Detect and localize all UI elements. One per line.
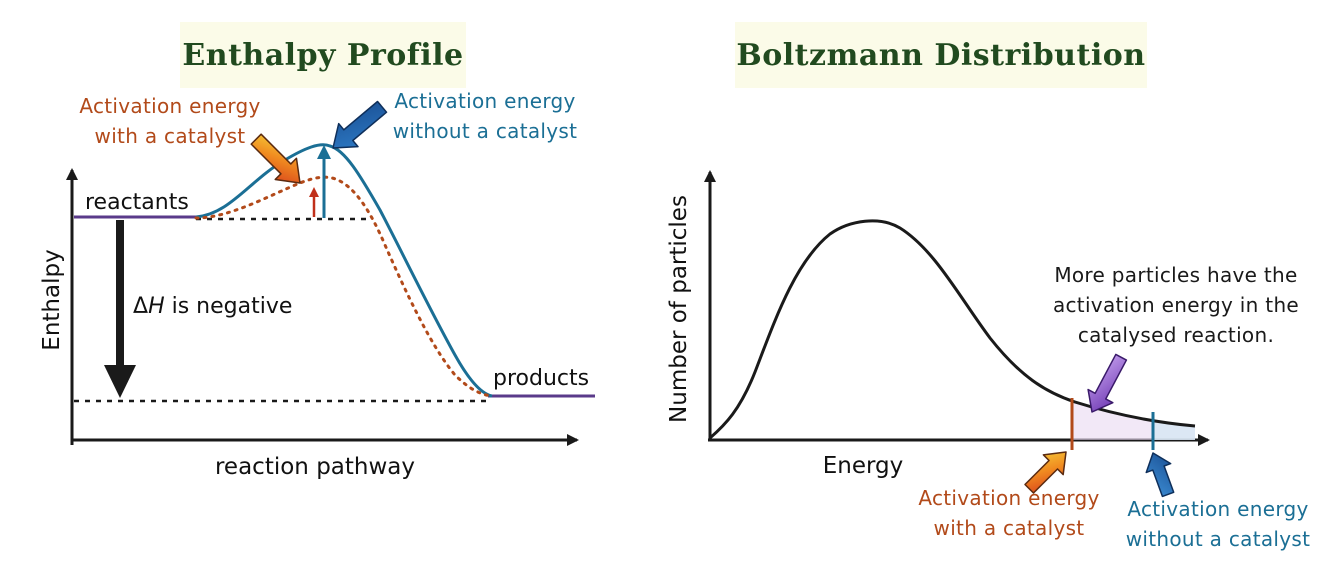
catalyst-pointer-arrow	[250, 133, 301, 184]
note-line1: More particles have the	[1054, 263, 1298, 287]
enthalpy-axes	[66, 168, 579, 446]
more-particles-pointer-arrow	[1087, 353, 1128, 413]
catalyst-label-line1: Activation energy	[79, 94, 261, 118]
uncatalysed-tail-area	[1152, 422, 1195, 440]
no-catalyst-energy-pointer-arrow	[1145, 452, 1175, 498]
boltzmann-no-catalyst-line2: without a catalyst	[1125, 527, 1311, 551]
delta-symbol: Δ	[133, 294, 149, 319]
catalyst-label-line2: with a catalyst	[94, 124, 246, 148]
catalyst-activation-energy-label: Activation energy with a catalyst	[70, 91, 270, 151]
boltzmann-distribution-title: Boltzmann Distribution	[736, 37, 1146, 73]
no-catalyst-label-line1: Activation energy	[394, 89, 576, 113]
no-catalyst-pointer-arrow	[332, 100, 388, 149]
boltzmann-distribution-title-box: Boltzmann Distribution	[735, 22, 1147, 88]
boltzmann-curve	[709, 219, 1196, 440]
no-catalyst-activation-energy-label: Activation energy without a catalyst	[383, 86, 587, 146]
uncatalysed-reaction-curve	[195, 143, 493, 398]
enthalpy-profile-title: Enthalpy Profile	[182, 37, 464, 73]
no-catalyst-label-line2: without a catalyst	[392, 119, 578, 143]
enthalpy-axis-label-wrap: Enthalpy	[0, 249, 112, 350]
enthalpy-axis-label: Enthalpy	[39, 249, 65, 351]
reactants-label: reactants	[85, 190, 189, 215]
number-of-particles-axis-label: Number of particles	[666, 195, 692, 423]
catalysed-reaction-curve	[194, 175, 494, 398]
more-particles-note: More particles have the activation energ…	[1048, 260, 1304, 350]
reaction-pathway-axis-label: reaction pathway	[214, 454, 415, 480]
boltzmann-no-catalyst-line1: Activation energy	[1127, 497, 1309, 521]
delta-h-label: ΔH is negative	[133, 294, 292, 319]
note-line3: catalysed reaction.	[1077, 323, 1275, 347]
boltzmann-catalyst-label: Activation energy with a catalyst	[906, 483, 1112, 543]
boltzmann-no-catalyst-label: Activation energy without a catalyst	[1115, 494, 1321, 554]
boltzmann-catalyst-line2: with a catalyst	[933, 516, 1085, 540]
enthalpy-profile-title-box: Enthalpy Profile	[180, 22, 466, 88]
catalyst-energy-pointer-arrow	[1024, 451, 1067, 494]
boltzmann-catalyst-line1: Activation energy	[918, 486, 1100, 510]
enthalpy-symbol: H	[148, 294, 165, 319]
particles-axis-label-wrap: Number of particles	[559, 195, 799, 423]
delta-h-description: is negative	[164, 294, 293, 319]
products-label: products	[493, 366, 590, 391]
energy-axis-label: Energy	[822, 453, 904, 479]
delta-h-arrow	[104, 220, 136, 398]
note-line2: activation energy in the	[1052, 293, 1300, 317]
